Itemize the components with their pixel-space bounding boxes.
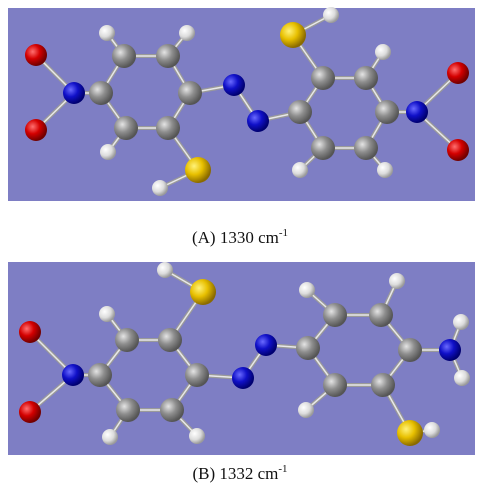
atom-h — [100, 144, 116, 160]
caption-b-exponent: -1 — [278, 463, 287, 475]
atom-o — [25, 44, 47, 66]
atom-h — [99, 306, 115, 322]
atom-n — [223, 74, 245, 96]
atom-h — [454, 370, 470, 386]
atom-c — [311, 136, 335, 160]
atom-c — [156, 116, 180, 140]
atom-n — [247, 110, 269, 132]
atom-c — [371, 373, 395, 397]
atom-o — [19, 321, 41, 343]
caption-a-label: (A) 1330 cm — [192, 228, 279, 247]
panel-a-background — [8, 8, 475, 201]
atom-n — [63, 82, 85, 104]
atom-n — [406, 101, 428, 123]
atom-h — [152, 180, 168, 196]
atom-h — [189, 428, 205, 444]
caption-a: (A) 1330 cm-1 — [192, 227, 288, 247]
atom-h — [453, 314, 469, 330]
atom-c — [89, 81, 113, 105]
atom-o — [447, 139, 469, 161]
figure: (A) 1330 cm-1 (B) 1332 cm-1 — [0, 0, 481, 489]
atom-h — [424, 422, 440, 438]
atom-h — [99, 25, 115, 41]
atom-n — [62, 364, 84, 386]
atom-c — [158, 328, 182, 352]
atom-c — [115, 328, 139, 352]
atom-c — [88, 363, 112, 387]
atom-c — [323, 373, 347, 397]
atom-h — [157, 262, 173, 278]
caption-a-exponent: -1 — [279, 227, 288, 239]
caption-b: (B) 1332 cm-1 — [192, 463, 287, 483]
atom-c — [156, 44, 180, 68]
atom-c — [185, 363, 209, 387]
atom-c — [178, 81, 202, 105]
atom-o — [25, 119, 47, 141]
atom-h — [102, 429, 118, 445]
atom-h — [375, 44, 391, 60]
page: (A) 1330 cm-1 (B) 1332 cm-1 (() => { con… — [0, 0, 481, 489]
atom-h — [292, 162, 308, 178]
atom-s — [280, 22, 306, 48]
atom-h — [298, 402, 314, 418]
atom-h — [389, 273, 405, 289]
atom-c — [112, 44, 136, 68]
atom-c — [323, 303, 347, 327]
atom-n — [232, 367, 254, 389]
atom-c — [398, 338, 422, 362]
atom-o — [19, 401, 41, 423]
atom-c — [114, 116, 138, 140]
atom-n — [439, 339, 461, 361]
atom-c — [354, 136, 378, 160]
atom-c — [288, 100, 312, 124]
caption-b-label: (B) 1332 cm — [192, 464, 278, 483]
atom-c — [354, 66, 378, 90]
atom-h — [377, 162, 393, 178]
atom-s — [190, 279, 216, 305]
atom-h — [299, 282, 315, 298]
atom-h — [323, 7, 339, 23]
atom-c — [369, 303, 393, 327]
atom-c — [296, 336, 320, 360]
atom-c — [311, 66, 335, 90]
atom-n — [255, 334, 277, 356]
atom-c — [116, 398, 140, 422]
atom-c — [160, 398, 184, 422]
atom-s — [185, 157, 211, 183]
atom-s — [397, 420, 423, 446]
atom-c — [375, 100, 399, 124]
atom-o — [447, 62, 469, 84]
atom-h — [179, 25, 195, 41]
